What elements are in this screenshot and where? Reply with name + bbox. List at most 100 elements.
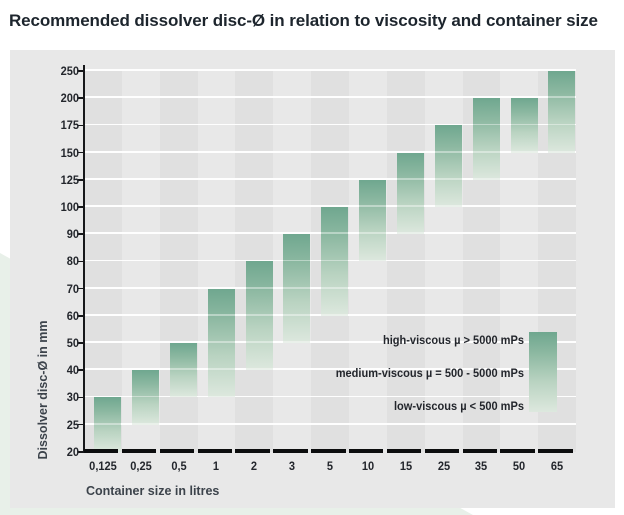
gridline bbox=[84, 395, 576, 398]
x-tick-label: 0,125 bbox=[89, 458, 117, 473]
y-tick-mark bbox=[78, 206, 84, 208]
x-tick-label: 10 bbox=[361, 458, 375, 473]
range-bar bbox=[132, 370, 160, 425]
range-bar bbox=[397, 152, 424, 235]
y-tick-label: 50 bbox=[66, 336, 79, 350]
column-band bbox=[84, 71, 122, 452]
gridline bbox=[84, 205, 576, 207]
x-tick-label: 25 bbox=[437, 458, 450, 473]
x-tick-label: 0,25 bbox=[130, 458, 152, 473]
x-tick-label: 65 bbox=[550, 458, 564, 473]
legend-label: high-viscous µ > 5000 mPs bbox=[382, 332, 524, 347]
y-tick-label: 30 bbox=[66, 390, 79, 405]
gridline bbox=[84, 178, 576, 180]
y-tick-mark bbox=[78, 423, 84, 426]
y-tick-label: 150 bbox=[60, 145, 79, 160]
legend-gradient-swatch bbox=[529, 332, 557, 412]
gridline bbox=[84, 123, 576, 126]
x-tick-label: 5 bbox=[326, 458, 334, 473]
legend-label: low-viscous µ < 500 mPs bbox=[393, 398, 524, 413]
y-tick-mark bbox=[78, 124, 84, 127]
y-tick-label: 100 bbox=[60, 200, 79, 214]
gridline bbox=[84, 368, 576, 371]
y-tick-label: 60 bbox=[66, 308, 79, 323]
gridline bbox=[84, 69, 576, 71]
column-band bbox=[348, 71, 387, 452]
range-bar bbox=[207, 288, 235, 398]
y-tick-mark bbox=[78, 97, 84, 100]
y-tick-label: 20 bbox=[66, 444, 79, 459]
y-tick-label: 40 bbox=[66, 363, 79, 378]
x-axis-title: Container size in litres bbox=[86, 484, 220, 498]
x-axis-segment bbox=[348, 448, 384, 453]
y-tick-label: 90 bbox=[66, 227, 79, 242]
x-axis-segment bbox=[311, 448, 346, 453]
y-tick-mark bbox=[78, 70, 84, 72]
x-axis-segment bbox=[500, 448, 535, 453]
y-tick-mark bbox=[78, 151, 84, 154]
x-tick-label: 2 bbox=[251, 458, 258, 473]
x-axis-segment bbox=[538, 448, 573, 453]
y-tick-mark bbox=[78, 314, 84, 317]
y-tick-label: 175 bbox=[60, 118, 79, 133]
x-tick-label: 0,5 bbox=[170, 458, 187, 473]
x-axis-segment bbox=[462, 448, 497, 453]
gridline bbox=[84, 69, 576, 71]
gridline bbox=[84, 368, 576, 371]
y-tick-label: 200 bbox=[60, 91, 79, 106]
gridline bbox=[84, 341, 576, 343]
x-axis-segment bbox=[197, 448, 232, 453]
x-axis-segment bbox=[273, 448, 308, 453]
column-band bbox=[386, 71, 425, 452]
x-tick-label: 3 bbox=[289, 458, 296, 473]
range-bar bbox=[283, 234, 311, 343]
legend-label: medium-viscous µ = 500 - 5000 mPs bbox=[335, 365, 524, 380]
y-tick-label: 70 bbox=[66, 281, 79, 296]
y-tick-mark bbox=[78, 287, 84, 290]
x-axis-segment bbox=[386, 448, 422, 453]
x-axis-segment bbox=[84, 448, 119, 453]
gridline bbox=[84, 286, 576, 289]
x-axis-segment bbox=[235, 448, 270, 453]
y-tick-label: 25 bbox=[66, 417, 79, 432]
gridline bbox=[84, 422, 576, 425]
gridline bbox=[84, 150, 576, 153]
gridline bbox=[84, 395, 576, 398]
y-tick-mark bbox=[78, 369, 84, 372]
range-bar bbox=[359, 179, 387, 262]
gridline bbox=[84, 205, 576, 207]
y-tick-mark bbox=[78, 396, 84, 399]
range-bar bbox=[245, 261, 273, 371]
x-axis-segment bbox=[424, 448, 460, 453]
range-bar bbox=[169, 343, 197, 398]
gridline bbox=[84, 96, 576, 99]
chart-title: Recommended dissolver disc-Ø in relation… bbox=[9, 11, 598, 30]
x-tick-label: 35 bbox=[475, 458, 488, 473]
gridline bbox=[84, 123, 576, 126]
x-tick-label: 50 bbox=[513, 458, 526, 473]
gridline bbox=[84, 422, 576, 425]
range-bar bbox=[510, 98, 538, 153]
gridline bbox=[84, 259, 576, 262]
range-bar bbox=[434, 125, 462, 207]
range-bar bbox=[94, 397, 122, 452]
y-tick-label: 250 bbox=[60, 64, 79, 78]
y-axis-line bbox=[83, 65, 85, 452]
y-tick-mark bbox=[78, 178, 84, 181]
gridline bbox=[84, 341, 576, 343]
range-bar bbox=[548, 71, 576, 153]
gridline bbox=[84, 150, 576, 153]
y-tick-label: 125 bbox=[60, 172, 79, 187]
gridline bbox=[84, 96, 576, 99]
range-bar bbox=[472, 98, 500, 180]
x-axis-segment bbox=[121, 448, 157, 453]
x-tick-label: 1 bbox=[213, 458, 220, 473]
x-tick-label: 15 bbox=[399, 458, 412, 473]
y-tick-mark bbox=[78, 260, 84, 263]
gridline bbox=[84, 314, 576, 316]
y-tick-label: 80 bbox=[66, 254, 79, 269]
y-tick-mark bbox=[78, 342, 84, 344]
y-tick-mark bbox=[78, 233, 84, 236]
plot-area bbox=[84, 69, 577, 452]
